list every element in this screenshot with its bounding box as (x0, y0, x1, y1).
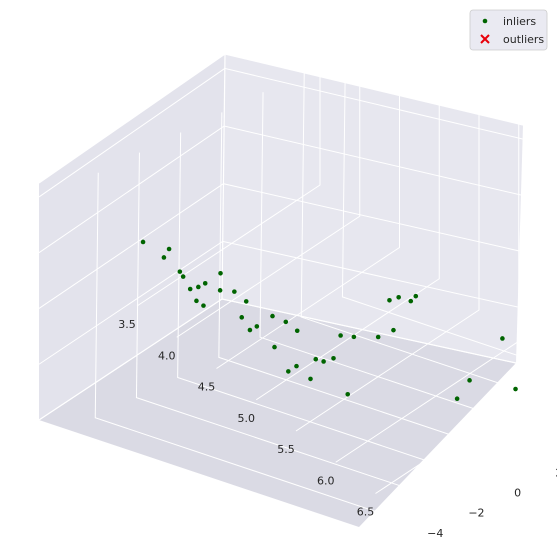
gridline-x (375, 372, 557, 494)
inlier-point (396, 295, 401, 300)
tick-labels: −4−20243.54.04.55.05.56.06.5−4−202468 (118, 318, 557, 540)
inlier-point (467, 378, 472, 383)
inlier-point (194, 298, 199, 304)
tick-label-x: 5.0 (238, 412, 256, 425)
edge-back-floor-left (38, 298, 223, 421)
edge-back-floor-right (221, 298, 517, 364)
inlier-point (321, 359, 326, 364)
inlier-point (177, 269, 183, 274)
grid-lines (38, 0, 557, 526)
inlier-point (217, 288, 223, 293)
legend-inliers-label: inliers (503, 15, 536, 28)
inlier-point (513, 386, 518, 392)
tick-label-x: 3.5 (118, 318, 136, 331)
gridline-y (135, 152, 457, 506)
tick-label-x: 6.0 (317, 474, 335, 487)
data-marks (140, 239, 518, 402)
inlier-point (294, 328, 300, 334)
inlier-point (243, 299, 249, 304)
tick-label-y: −2 (468, 507, 484, 520)
inlier-point (500, 336, 505, 341)
inlier-point (270, 313, 275, 319)
inlier-point (218, 270, 223, 276)
inlier-point (286, 369, 291, 374)
edge-back-vertical (221, 53, 226, 300)
gridline-y (341, 51, 557, 370)
inlier-point (413, 293, 419, 299)
inlier-point (140, 239, 146, 245)
inlier-point (272, 344, 277, 350)
legend-inliers-marker (482, 18, 488, 24)
inlier-point (313, 356, 319, 362)
inlier-point (201, 303, 206, 308)
inlier-point (232, 289, 237, 294)
tick-label-y: −4 (427, 527, 443, 540)
inlier-point (247, 327, 253, 333)
inlier-point (308, 376, 313, 382)
legend-outliers-marker (480, 34, 490, 44)
inlier-point (351, 334, 357, 340)
tick-label-x: 4.0 (158, 349, 176, 362)
pane-left (39, 54, 225, 420)
gridline-x (295, 73, 480, 432)
inlier-point (345, 392, 351, 397)
legend: inliers outliers (469, 9, 548, 51)
legend-box (469, 9, 548, 51)
inlier-point (408, 298, 414, 304)
inlier-point (254, 324, 260, 329)
inlier-point (294, 363, 299, 369)
tick-label-x: 5.5 (277, 443, 295, 456)
tick-label-x: 6.5 (357, 506, 375, 519)
inlier-point (166, 246, 172, 252)
gridline-x (136, 0, 321, 307)
inlier-point (283, 319, 289, 325)
tick-label-x: 4.5 (198, 381, 216, 394)
inlier-point (161, 255, 167, 260)
pane-back (222, 54, 523, 363)
inlier-point (239, 315, 245, 320)
inlier-point (331, 355, 336, 361)
gridline-x (216, 10, 400, 369)
inlier-point (338, 333, 343, 338)
gridline-y (94, 172, 416, 526)
inlier-point (454, 396, 460, 402)
tick-label-y: 0 (514, 486, 521, 499)
gridline-x (176, 0, 361, 338)
tick-label-y: 2 (555, 466, 557, 479)
inlier-point (180, 274, 186, 279)
gridline-y (218, 112, 540, 465)
pane-floor (39, 299, 516, 527)
inlier-point (196, 284, 201, 290)
panes (39, 54, 523, 527)
legend-outliers-label: outliers (503, 33, 544, 46)
inlier-point (391, 327, 396, 333)
inlier-point (387, 298, 392, 303)
pane-edges (38, 53, 524, 421)
gridline-y (177, 132, 498, 485)
inlier-point (375, 334, 381, 340)
gridline-y (259, 92, 557, 438)
inlier-point (202, 281, 208, 286)
inlier-point (187, 286, 193, 292)
gridline-x (335, 104, 520, 463)
